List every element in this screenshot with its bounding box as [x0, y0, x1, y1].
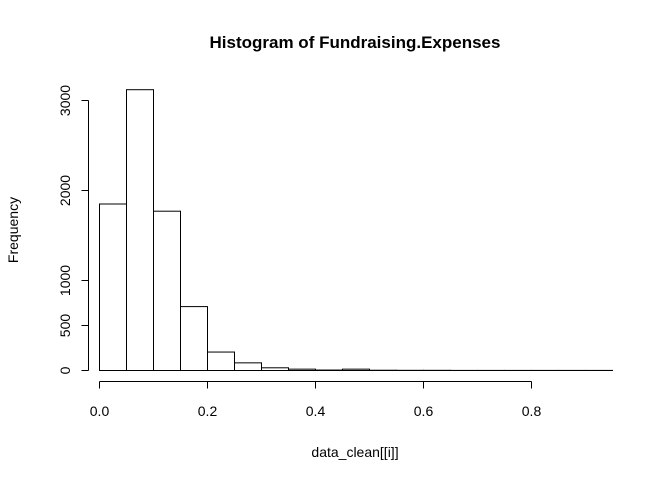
histogram-bars [99, 89, 613, 372]
y-tick-label: 1000 [57, 265, 73, 296]
y-tick-label: 500 [57, 314, 73, 338]
histogram-bar [180, 306, 208, 372]
histogram-bar [126, 89, 154, 371]
x-tick-label: 0.0 [90, 403, 110, 419]
histogram-bar [342, 368, 370, 371]
histogram-bar [261, 367, 289, 371]
x-tick-label: 0.4 [306, 403, 326, 419]
y-axis-title: Frequency [5, 197, 21, 263]
histogram-bar [99, 203, 127, 371]
histogram-bar [288, 368, 316, 371]
chart-title: Histogram of Fundraising.Expenses [210, 33, 501, 52]
x-axis: 0.0 0.2 0.4 0.6 0.8 [90, 381, 542, 419]
histogram-bar [207, 351, 235, 371]
x-tick-label: 0.8 [522, 403, 542, 419]
histogram-bar [153, 210, 181, 371]
y-tick-label: 2000 [57, 175, 73, 206]
x-tick-label: 0.6 [414, 403, 434, 419]
x-tick-label: 0.2 [198, 403, 218, 419]
x-axis-title: data_clean[[i]] [311, 444, 398, 460]
y-tick-label: 3000 [57, 85, 73, 116]
histogram-bar [234, 362, 262, 372]
y-axis: 0 500 1000 2000 3000 [57, 85, 89, 374]
y-tick-label: 0 [57, 366, 73, 374]
